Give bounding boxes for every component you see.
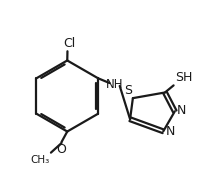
- Text: SH: SH: [175, 71, 193, 84]
- Text: NH: NH: [106, 79, 123, 91]
- Text: Cl: Cl: [63, 37, 75, 50]
- Text: S: S: [124, 84, 132, 97]
- Text: N: N: [177, 104, 186, 117]
- Text: N: N: [166, 125, 175, 138]
- Text: O: O: [57, 143, 66, 156]
- Text: CH₃: CH₃: [31, 155, 50, 165]
